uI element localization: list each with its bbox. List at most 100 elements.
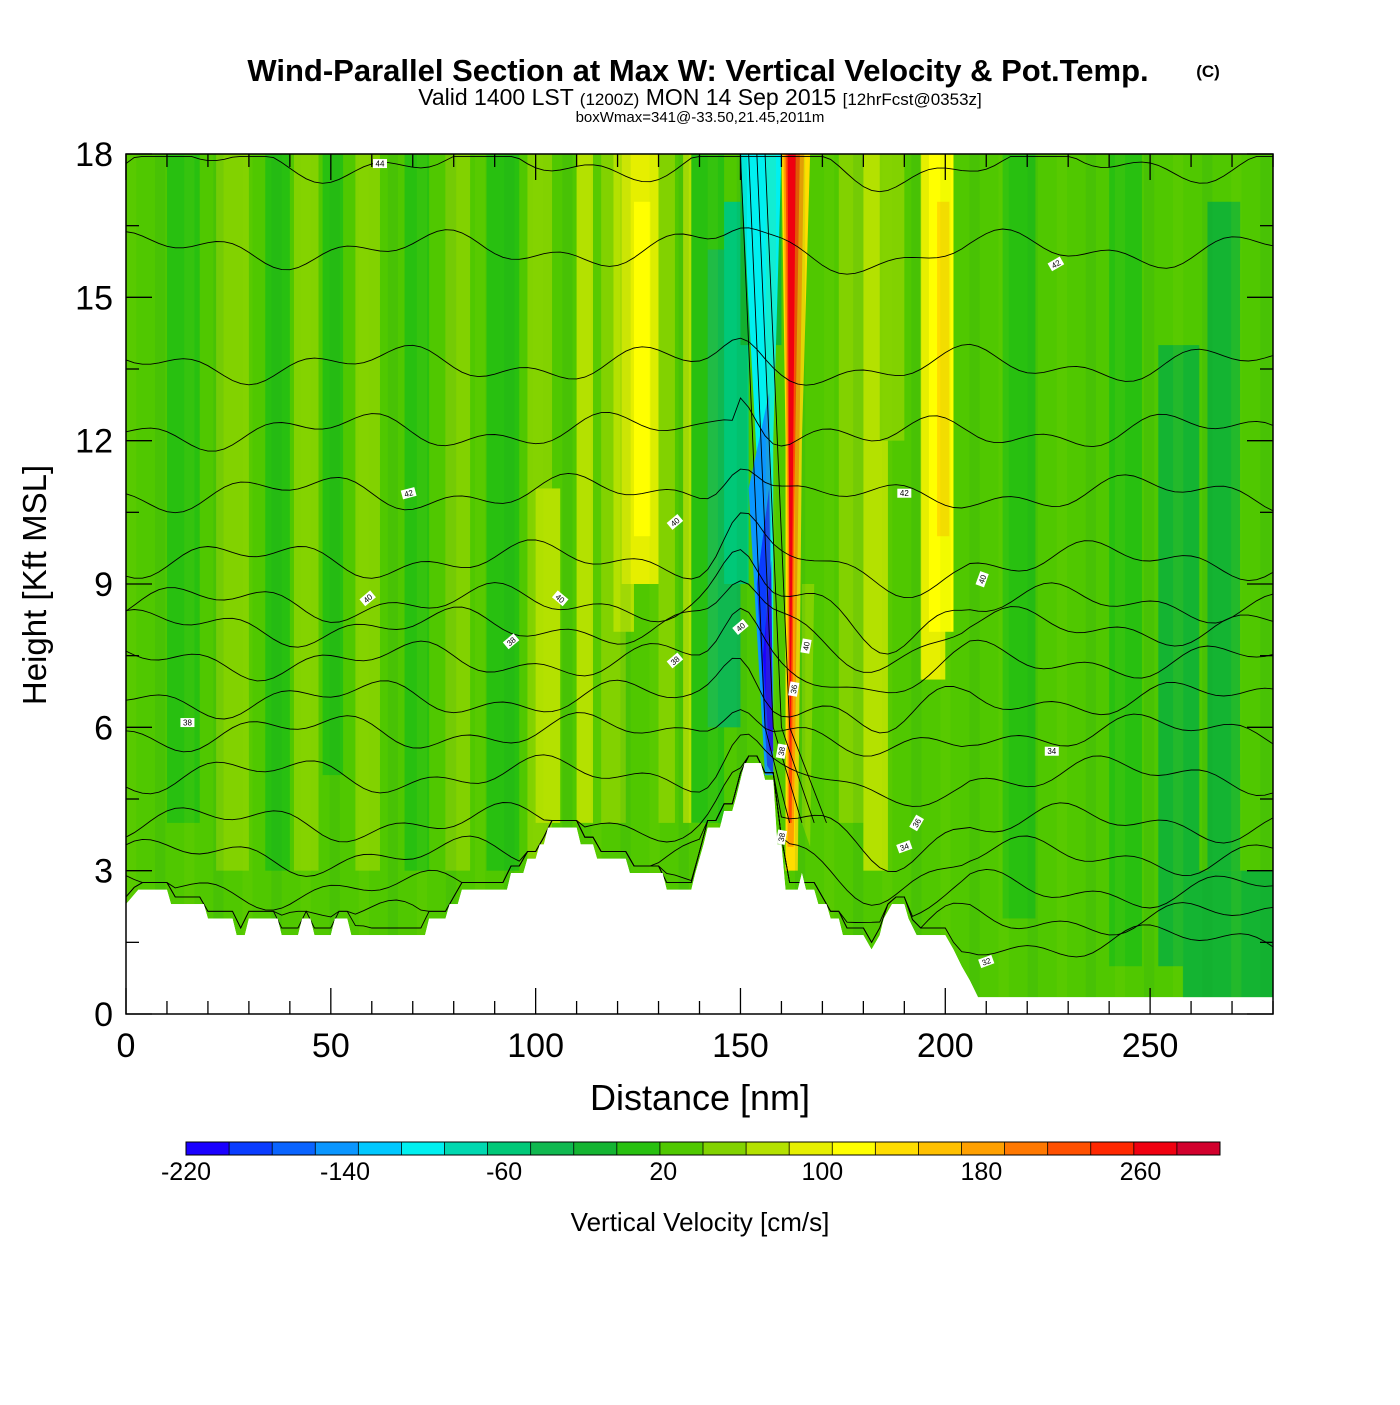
theta-label: 42 — [897, 488, 912, 498]
theta-contour-line — [126, 755, 1273, 872]
velocity-stripe — [486, 154, 520, 871]
velocity-stripe — [1207, 201, 1241, 871]
y-tick-label: 18 — [75, 136, 113, 174]
colorbar-swatch — [401, 1142, 445, 1155]
colorbar-tick-label: -60 — [486, 1158, 522, 1186]
y-axis-label: Height [Kft MSL] — [16, 465, 53, 705]
x-tick-label: 100 — [507, 1027, 564, 1065]
shading-stripe — [445, 154, 457, 998]
velocity-stripe — [937, 201, 950, 537]
shading-stripe — [1085, 154, 1097, 998]
colorbar-swatch — [358, 1142, 402, 1155]
colorbar-swatch — [616, 1142, 661, 1155]
theta-label: 34 — [1044, 746, 1059, 756]
theta-contour-line — [126, 755, 1273, 906]
shading-stripe — [591, 154, 602, 998]
shading-stripe — [1114, 154, 1126, 998]
x-tick-label: 200 — [917, 1027, 974, 1065]
theta-label-text: 44 — [376, 160, 385, 169]
x-tick-label: 150 — [712, 1027, 769, 1065]
theta-label: 42 — [1047, 256, 1065, 272]
colorbar-swatch — [1047, 1142, 1092, 1155]
colorbar-tick-label: 20 — [649, 1158, 677, 1186]
colorbar-swatch — [444, 1142, 489, 1155]
x-tick-label: 0 — [117, 1027, 136, 1065]
axis-ticks — [125, 153, 1274, 1015]
colorbar-swatch — [1004, 1142, 1049, 1155]
shading-stripe — [998, 154, 1009, 998]
subtitle-utc: (1200Z) — [580, 90, 640, 109]
colorbar-tick-label: -140 — [320, 1158, 370, 1186]
colorbar-swatch — [703, 1142, 747, 1155]
theta-contour-line — [764, 154, 827, 824]
velocity-stripe — [293, 154, 319, 871]
shading-stripe — [1143, 154, 1155, 998]
velocity-stripe — [445, 154, 471, 871]
shading-stripe — [649, 154, 660, 998]
theta-label: 36 — [909, 814, 925, 832]
shading-stripe — [562, 154, 573, 998]
terrain-mask — [126, 763, 1273, 1014]
shading-stripe — [300, 154, 311, 998]
theta-label-text: 34 — [899, 841, 911, 853]
theta-label-text: 38 — [777, 746, 788, 757]
shading-stripe — [911, 154, 922, 998]
shading-stripe — [242, 154, 253, 998]
x-tick-label: 250 — [1122, 1027, 1179, 1065]
theta-label-text: 42 — [900, 489, 909, 498]
theta-label-text: 34 — [1047, 747, 1056, 756]
shading-stripe — [533, 154, 544, 998]
velocity-stripe — [166, 154, 200, 823]
theta-contour-line — [756, 154, 815, 824]
theta-contour-line — [126, 512, 1273, 599]
theta-label-text: 40 — [801, 640, 812, 651]
colorbar-swatch — [1133, 1142, 1178, 1155]
shading-stripe — [184, 154, 195, 998]
shading-stripe — [1260, 154, 1271, 998]
colorbar-swatch — [272, 1142, 316, 1155]
shading-stripe — [126, 154, 137, 998]
colorbar-swatch — [315, 1142, 359, 1155]
theta-label-text: 38 — [777, 832, 788, 843]
colorbar-tick-label: 260 — [1120, 1158, 1162, 1186]
colorbar-swatch — [659, 1142, 704, 1155]
velocity-stripe — [322, 154, 344, 776]
theta-contour-line — [748, 154, 803, 824]
velocity-stripe — [658, 154, 675, 823]
theta-contour-line — [126, 733, 1273, 807]
theta-label-text: 32 — [981, 956, 993, 968]
colorbar-tick-labels: -220 -140 -60 20 100 180 260 — [161, 1158, 1161, 1186]
shading-stripe — [329, 154, 340, 998]
colorbar-swatch — [1176, 1142, 1221, 1155]
shading-stripe — [1231, 154, 1242, 998]
velocity-stripe — [633, 201, 651, 537]
colorbar-frame — [185, 1141, 1221, 1156]
theta-label-text: 38 — [183, 719, 192, 728]
colorbar-swatch — [487, 1142, 532, 1155]
shading-stripe — [707, 154, 718, 998]
colorbar-swatch — [918, 1142, 962, 1155]
colorbar-swatch — [573, 1142, 618, 1155]
shading-stripe — [1202, 154, 1213, 998]
shading-stripe — [1027, 154, 1038, 998]
y-tick-label: 12 — [75, 423, 113, 461]
box-wmax-annotation: boxWmax=341@-33.50,21.45,2011m — [576, 109, 825, 126]
shading-stripe — [853, 154, 864, 998]
theta-contour-line — [740, 154, 791, 824]
colorbar-label: Vertical Velocity [cm/s] — [571, 1207, 830, 1237]
title-copyright-mark: (C) — [1196, 62, 1220, 81]
velocity-stripe — [576, 154, 593, 823]
shading-stripe — [794, 154, 806, 998]
velocity-field — [126, 154, 1273, 998]
downdraft-peak — [762, 560, 774, 752]
velocity-stripe — [126, 154, 159, 823]
velocity-stripe — [355, 154, 380, 871]
subtitle-valid-time: Valid 1400 LST — [418, 84, 574, 110]
theta-label-text: 42 — [403, 488, 414, 499]
shading-stripe — [155, 154, 166, 998]
shading-stripe — [416, 154, 428, 998]
y-tick-label: 3 — [94, 853, 113, 891]
theta-contour-line — [126, 549, 1273, 655]
shading-stripe — [620, 154, 631, 998]
chart-title: Wind-Parallel Section at Max W: Vertical… — [247, 53, 1148, 88]
